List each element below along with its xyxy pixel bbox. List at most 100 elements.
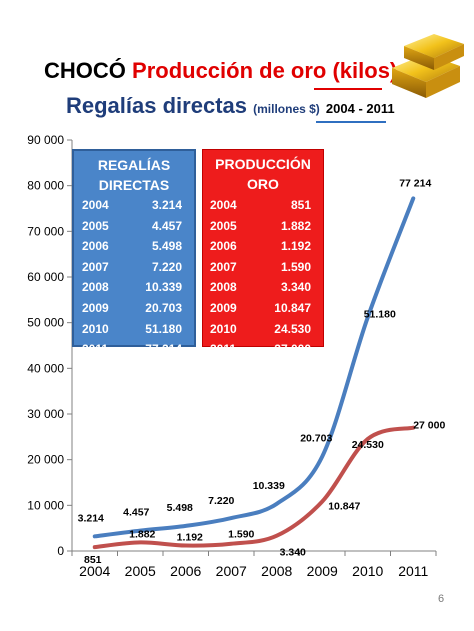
regalias-year: 2004 xyxy=(82,198,109,212)
y-axis-ticks: 0 10 000 20 000 30 000 40 000 50 000 60 000 70 … xyxy=(27,133,72,558)
regalias-row-2008: 2008 10.339 xyxy=(74,277,194,298)
regalias-box-title: REGALÍAS DIRECTAS xyxy=(74,155,194,195)
x-tick-label: 2007 xyxy=(216,563,247,579)
regalias-rows: 2004 3.214 2005 4.457 2006 5.498 2007 7.220 2008… xyxy=(74,195,194,360)
chart-subtitle: Regalías directas (millones $) 2004 - 20… xyxy=(66,93,395,119)
regalias-row-2007: 2007 7.220 xyxy=(74,257,194,278)
regalias-row-2005: 2005 4.457 xyxy=(74,216,194,237)
produccion-year: 2007 xyxy=(210,259,237,274)
y-tick-label: 70 000 xyxy=(27,224,64,238)
regalias-row-2006: 2006 5.498 xyxy=(74,236,194,257)
regalias-value: 7.220 xyxy=(151,259,182,274)
produccion-value: 1.590 xyxy=(280,259,311,274)
produccion-data-label: 1.590 xyxy=(228,529,254,541)
regalias-data-label: 10.339 xyxy=(253,480,285,492)
produccion-data-label: 1.882 xyxy=(129,528,155,540)
produccion-row-2010: 2010 24.530 xyxy=(203,319,323,340)
regalias-data-label: 4.457 xyxy=(123,507,149,519)
produccion-row-2008: 2008 3.340 xyxy=(203,277,323,298)
produccion-data-label: 3.340 xyxy=(280,547,306,559)
produccion-data-label: 24.530 xyxy=(352,439,384,451)
subtitle-years: 2004 - 2011 xyxy=(325,101,395,116)
subtitle-main: Regalías directas xyxy=(66,93,247,118)
regalias-value: 3.214 xyxy=(151,198,182,212)
y-tick-label: 50 000 xyxy=(27,316,64,330)
produccion-row-2006: 2006 1.192 xyxy=(203,236,323,257)
panel-title-word: PRODUCCIÓN xyxy=(215,156,311,172)
produccion-value: 10.847 xyxy=(274,300,311,315)
regalias-data-label: 3.214 xyxy=(78,512,104,524)
regalias-value: 10.339 xyxy=(145,280,182,295)
regalias-value: 77.214 xyxy=(145,342,182,357)
regalias-value: 51.180 xyxy=(145,321,182,336)
regalias-row-2010: 2010 51.180 xyxy=(74,319,194,340)
y-tick-label: 30 000 xyxy=(27,407,64,421)
produccion-row-2005: 2005 1.882 xyxy=(203,216,323,237)
produccion-value: 3.340 xyxy=(280,280,311,295)
produccion-data-label: 851 xyxy=(84,554,102,566)
regalias-table-box: REGALÍAS DIRECTAS 2004 3.214 2005 4.457 2006 5… xyxy=(72,149,196,356)
regalias-data-label: 77 214 xyxy=(399,177,431,189)
regalias-year: 2006 xyxy=(82,239,109,254)
y-tick-label: 80 000 xyxy=(27,179,64,193)
x-axis-ticks: 2004 2005 2006 2007 2008 2009 2010 2011 xyxy=(71,551,437,579)
regalias-row-2009: 2009 20.703 xyxy=(74,298,194,319)
x-tick-label: 2008 xyxy=(261,563,292,579)
panel-title-word: ORO xyxy=(247,176,279,192)
produccion-box-title: PRODUCCIÓN ORO xyxy=(203,154,323,194)
y-tick-label: 60 000 xyxy=(27,270,64,284)
data-labels: 3.214 4.457 5.498 7.220 10.339 20.703 51.180 77… xyxy=(78,177,446,566)
y-tick-label: 0 xyxy=(57,544,64,558)
produccion-value: 851 xyxy=(290,198,311,212)
chart-title: CHOCÓ Producción de oro (kilos) xyxy=(44,58,397,84)
produccion-year: 2005 xyxy=(210,218,237,233)
y-tick-label: 90 000 xyxy=(27,133,64,147)
produccion-data-label: 10.847 xyxy=(328,500,360,512)
regalias-year: 2008 xyxy=(82,280,109,295)
produccion-row-2011: 2011 27.000 xyxy=(203,339,323,360)
regalias-data-label: 5.498 xyxy=(167,502,193,514)
produccion-data-label: 27 000 xyxy=(413,420,445,432)
regalias-row-2004: 2004 3.214 xyxy=(74,195,194,216)
series-lines xyxy=(92,196,416,550)
produccion-line xyxy=(92,425,416,550)
regalias-value: 20.703 xyxy=(145,300,182,315)
panel-title-word: REGALÍAS xyxy=(97,157,171,173)
y-tick-label: 40 000 xyxy=(27,361,64,375)
page-number: 6 xyxy=(438,593,445,605)
gold-bars-icon xyxy=(392,34,464,98)
title-underline-red xyxy=(314,88,382,90)
title-region: CHOCÓ xyxy=(44,58,126,83)
subtitle-underline-blue xyxy=(316,121,386,123)
regalias-year: 2005 xyxy=(82,218,109,233)
regalias-year: 2011 xyxy=(82,342,109,357)
regalias-row-2011: 2011 77.214 xyxy=(74,339,194,360)
y-tick-label: 20 000 xyxy=(27,453,64,467)
x-tick-label: 2011 xyxy=(398,563,428,579)
produccion-rows: 2004 851 2005 1.882 2006 1.192 2007 1.590 2008 3.… xyxy=(203,195,323,360)
produccion-value: 1.192 xyxy=(280,239,311,254)
regalias-data-label: 51.180 xyxy=(364,308,396,320)
produccion-year: 2009 xyxy=(210,300,237,315)
produccion-year: 2010 xyxy=(210,321,237,336)
regalias-year: 2010 xyxy=(82,321,109,336)
x-tick-label: 2005 xyxy=(125,563,156,579)
y-tick-label: 10 000 xyxy=(27,498,64,512)
produccion-year: 2006 xyxy=(210,239,237,254)
regalias-value: 4.457 xyxy=(151,218,182,233)
x-tick-label: 2010 xyxy=(352,563,383,579)
regalias-value: 5.498 xyxy=(151,239,182,254)
produccion-value: 1.882 xyxy=(280,218,311,233)
produccion-row-2004: 2004 851 xyxy=(203,195,323,216)
x-tick-label: 2006 xyxy=(170,563,201,579)
produccion-year: 2004 xyxy=(210,198,237,212)
produccion-year: 2011 xyxy=(210,342,237,357)
x-tick-label: 2009 xyxy=(307,563,338,579)
title-topic: Producción de oro (kilos) xyxy=(132,58,398,83)
produccion-table-box: PRODUCCIÓN ORO 2004 851 2005 1.882 2006 1.192 2… xyxy=(202,149,324,356)
subtitle-unit: (millones $) xyxy=(253,102,320,116)
x-tick-label: 2004 xyxy=(79,563,110,579)
produccion-value: 24.530 xyxy=(274,321,311,336)
produccion-row-2009: 2009 10.847 xyxy=(203,298,323,319)
